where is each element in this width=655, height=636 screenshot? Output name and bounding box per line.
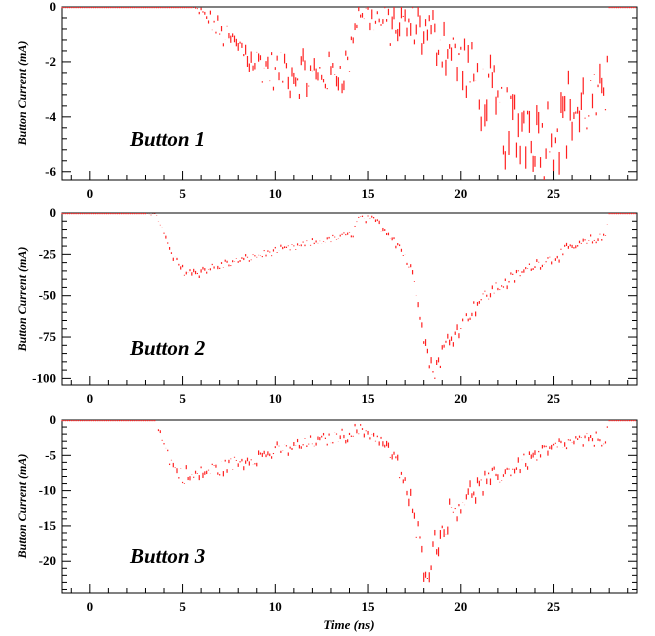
x-tick-label: 20 bbox=[454, 599, 467, 614]
y-tick-label: 0 bbox=[50, 205, 57, 220]
x-tick-label: 20 bbox=[454, 391, 467, 406]
panel-1-y-axis-label: Button Current (mA) bbox=[15, 41, 29, 147]
y-tick-label: -2 bbox=[45, 54, 56, 69]
x-tick-label: 5 bbox=[179, 599, 186, 614]
x-tick-label: 0 bbox=[87, 391, 94, 406]
y-tick-label: -15 bbox=[39, 518, 57, 533]
x-tick-label: 0 bbox=[87, 186, 94, 201]
x-tick-label: 15 bbox=[362, 599, 376, 614]
panel-3-data bbox=[61, 420, 636, 583]
panel-1-x-ticks: 0 5 10 15 20 25 bbox=[70, 171, 629, 201]
panel-3: 0 5 10 15 20 25 0 -5 -10 -15 -20 Button 3 Button … bbox=[15, 412, 638, 632]
y-tick-label: 0 bbox=[50, 412, 57, 427]
x-tick-label: 25 bbox=[547, 391, 561, 406]
panel-2-y-ticks: 0 -25 -50 -75 -100 bbox=[32, 205, 637, 385]
panel-1-label: Button 1 bbox=[129, 127, 205, 151]
x-tick-label: 10 bbox=[269, 391, 282, 406]
panel-2-y-axis-label: Button Current (mA) bbox=[15, 247, 29, 353]
y-tick-label: -25 bbox=[39, 246, 57, 261]
panel-2-data bbox=[61, 213, 636, 379]
panel-2-x-ticks: 0 5 10 15 20 25 bbox=[70, 376, 629, 406]
panel-1-data bbox=[61, 7, 636, 180]
panel-3-y-axis-label: Button Current (mA) bbox=[15, 454, 29, 560]
y-tick-label: -100 bbox=[32, 370, 56, 385]
x-tick-label: 5 bbox=[179, 391, 186, 406]
y-tick-label: 0 bbox=[50, 0, 57, 14]
panel-3-label: Button 3 bbox=[129, 544, 205, 568]
y-tick-label: -10 bbox=[39, 483, 56, 498]
x-tick-label: 5 bbox=[179, 186, 186, 201]
x-tick-label: 15 bbox=[362, 186, 376, 201]
y-tick-label: -5 bbox=[45, 447, 56, 462]
panel-3-y-ticks: 0 -5 -10 -15 -20 bbox=[39, 412, 637, 590]
y-tick-label: -20 bbox=[39, 553, 56, 568]
panel-2-label: Button 2 bbox=[129, 336, 206, 360]
x-axis-label: Time (ns) bbox=[323, 617, 374, 632]
y-tick-label: -75 bbox=[39, 329, 57, 344]
x-tick-label: 10 bbox=[269, 186, 282, 201]
panel-2: 0 5 10 15 20 25 0 -25 -50 -75 -100 Button 2 Butto… bbox=[15, 205, 638, 406]
y-tick-label: -50 bbox=[39, 288, 56, 303]
x-tick-label: 10 bbox=[269, 599, 282, 614]
y-tick-label: -4 bbox=[45, 109, 56, 124]
panel-1: 0 5 10 15 20 25 0 -2 -4 -6 Button 1 Button Curre… bbox=[15, 0, 638, 201]
x-tick-label: 25 bbox=[547, 186, 561, 201]
x-tick-label: 0 bbox=[87, 599, 94, 614]
panel-3-x-ticks: 0 5 10 15 20 25 bbox=[70, 584, 629, 614]
x-tick-label: 15 bbox=[362, 391, 376, 406]
x-tick-label: 25 bbox=[547, 599, 561, 614]
x-tick-label: 20 bbox=[454, 186, 467, 201]
y-tick-label: -6 bbox=[45, 164, 56, 179]
